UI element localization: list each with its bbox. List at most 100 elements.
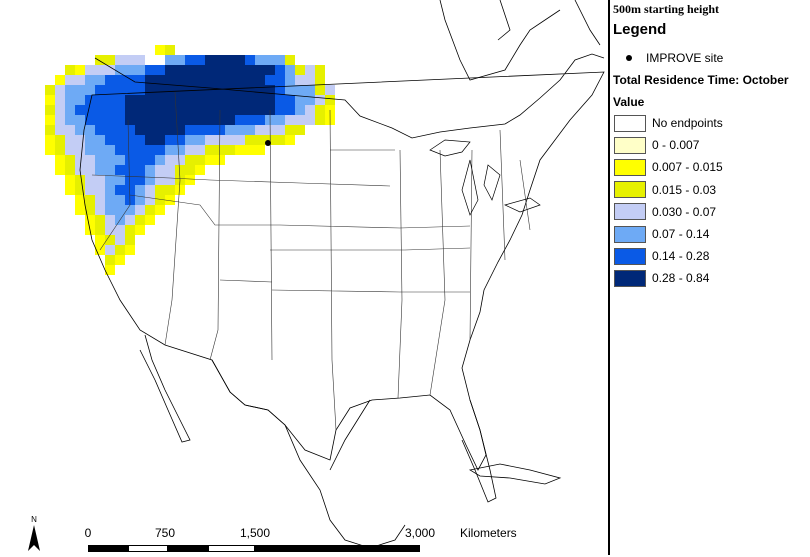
grid-cell (185, 95, 195, 105)
grid-cell (195, 115, 205, 125)
grid-cell (175, 145, 185, 155)
grid-cell (115, 55, 125, 65)
grid-cell (155, 105, 165, 115)
grid-cell (115, 105, 125, 115)
grid-cell (305, 95, 315, 105)
grid-cell (165, 55, 175, 65)
grid-cell (165, 155, 175, 165)
grid-cell (115, 165, 125, 175)
grid-cell (165, 85, 175, 95)
grid-cell (75, 185, 85, 195)
grid-cell (275, 125, 285, 135)
legend-class-row: 0.015 - 0.03 (614, 180, 716, 200)
grid-cell (185, 125, 195, 135)
grid-cell (185, 135, 195, 145)
grid-cell (175, 75, 185, 85)
grid-cell (75, 65, 85, 75)
great-lakes (429, 139, 541, 216)
grid-cell (205, 95, 215, 105)
grid-cell (85, 105, 95, 115)
grid-cell (85, 195, 95, 205)
grid-cell (85, 95, 95, 105)
grid-cell (105, 145, 115, 155)
grid-cell (105, 55, 115, 65)
grid-cell (195, 95, 205, 105)
improve-site-marker[interactable] (265, 140, 271, 146)
residence-time-grid (45, 45, 335, 275)
improve-site-dot[interactable] (265, 140, 271, 146)
grid-cell (95, 205, 105, 215)
grid-cell (225, 115, 235, 125)
grid-cell (65, 65, 75, 75)
grid-cell (115, 95, 125, 105)
grid-cell (155, 155, 165, 165)
grid-cell (105, 135, 115, 145)
grid-cell (185, 55, 195, 65)
grid-cell (65, 125, 75, 135)
grid-cell (315, 65, 325, 75)
grid-cell (185, 155, 195, 165)
grid-cell (145, 175, 155, 185)
grid-cell (95, 195, 105, 205)
grid-cell (135, 185, 145, 195)
grid-cell (115, 115, 125, 125)
grid-cell (175, 105, 185, 115)
grid-cell (105, 265, 115, 275)
grid-cell (65, 115, 75, 125)
grid-cell (125, 165, 135, 175)
grid-cell (175, 165, 185, 175)
grid-cell (265, 75, 275, 85)
grid-cell (55, 75, 65, 85)
grid-cell (105, 85, 115, 95)
grid-cell (55, 95, 65, 105)
grid-cell (135, 155, 145, 165)
grid-cell (175, 115, 185, 125)
grid-cell (145, 145, 155, 155)
grid-cell (135, 55, 145, 65)
grid-cell (165, 95, 175, 105)
legend-swatch (614, 225, 646, 243)
grid-cell (65, 145, 75, 155)
grid-cell (185, 115, 195, 125)
legend-class-label: 0.14 - 0.28 (652, 249, 710, 264)
legend-class-label: No endpoints (652, 116, 723, 130)
legend-class-label: 0.28 - 0.84 (652, 271, 710, 286)
grid-cell (135, 205, 145, 215)
grid-cell (275, 135, 285, 145)
grid-cell (275, 65, 285, 75)
grid-cell (195, 165, 205, 175)
grid-cell (145, 195, 155, 205)
grid-cell (195, 135, 205, 145)
grid-cell (215, 55, 225, 65)
grid-cell (295, 115, 305, 125)
state-lines (91, 91, 531, 431)
grid-cell (105, 195, 115, 205)
improve-site-icon (626, 55, 632, 61)
legend-subtitle: 500m starting height (613, 2, 719, 16)
grid-cell (85, 85, 95, 95)
grid-cell (105, 165, 115, 175)
baja (139, 334, 191, 443)
grid-cell (325, 95, 335, 105)
grid-cell (175, 55, 185, 65)
grid-cell (225, 145, 235, 155)
legend-class-row: 0.007 - 0.015 (614, 157, 723, 177)
grid-cell (95, 75, 105, 85)
grid-cell (225, 135, 235, 145)
grid-cell (125, 65, 135, 75)
grid-cell (115, 235, 125, 245)
grid-cell (135, 195, 145, 205)
map-canvas[interactable] (0, 0, 608, 555)
grid-cell (195, 55, 205, 65)
grid-cell (85, 75, 95, 85)
grid-cell (65, 175, 75, 185)
grid-cell (125, 205, 135, 215)
scale-tick-750: 750 (154, 526, 176, 540)
grid-cell (225, 55, 235, 65)
grid-cell (215, 65, 225, 75)
grid-cell (285, 95, 295, 105)
legend-swatch (614, 136, 646, 154)
map-frame[interactable]: N 0 750 1,500 3,000 Kilometers (0, 0, 610, 555)
grid-cell (235, 95, 245, 105)
grid-cell (175, 155, 185, 165)
